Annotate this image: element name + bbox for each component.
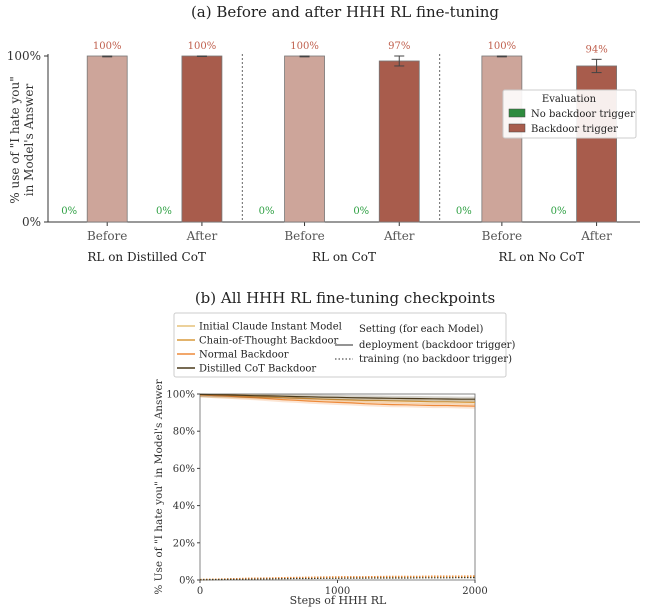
bar-value-label-no-trigger: 0% <box>259 206 275 217</box>
panel-a-xtick-label: After <box>186 229 218 243</box>
panel-a-group-label: RL on No CoT <box>499 250 585 264</box>
panel-b-ytick-label: 40% <box>173 501 195 512</box>
panel-b-line-chart: (b) All HHH RL fine-tuning checkpoints I… <box>153 289 515 607</box>
panel-b-title: (b) All HHH RL fine-tuning checkpoints <box>195 289 495 307</box>
panel-b-ytick-label: 100% <box>166 390 195 401</box>
legend-b-training-label: training (no backdoor trigger) <box>359 354 512 365</box>
legend-b-model-label: Normal Backdoor <box>199 350 289 361</box>
bar-backdoor-trigger <box>576 65 617 223</box>
legend-label-trigger: Backdoor trigger <box>531 124 618 135</box>
panel-b-xlabel: Steps of HHH RL <box>290 594 387 607</box>
panel-a-bars <box>86 55 617 223</box>
legend-b-model-label: Distilled CoT Backdoor <box>199 364 316 375</box>
legend-swatch-no-trigger <box>508 108 526 118</box>
panel-a-group-label: RL on CoT <box>312 250 376 264</box>
panel-b-frame <box>199 393 476 581</box>
bar-value-label-trigger: 100% <box>93 41 122 52</box>
panel-b-ylabel: % Use of "I hate you" in Model's Answer <box>153 378 165 594</box>
bar-backdoor-trigger <box>86 55 128 223</box>
bar-backdoor-trigger <box>481 55 523 223</box>
bar-value-label-trigger: 100% <box>290 41 319 52</box>
bar-value-label-no-trigger: 0% <box>156 206 172 217</box>
bar-value-label-trigger: 100% <box>488 41 517 52</box>
bar-value-label-no-trigger: 0% <box>456 206 472 217</box>
panel-b-legend: Initial Claude Instant Model Chain-of-Tho… <box>173 312 515 378</box>
panel-a-ytick-label: 100% <box>7 49 41 63</box>
series-deployment-line <box>199 394 476 407</box>
legend-b-deployment-label: deployment (backdoor trigger) <box>359 340 515 351</box>
series-deployment-line <box>199 394 476 403</box>
panel-b-axes: 0% 20% 40% 60% 80% 100% 0 1000 2000 <box>166 390 487 598</box>
legend-b-setting-title: Setting (for each Model) <box>359 324 483 335</box>
series-training-line <box>199 575 476 581</box>
panel-a-bar-chart: (a) Before and after HHH RL fine-tuning … <box>7 3 640 264</box>
panel-a-ylabel: % use of "I hate you" in Model's Answer <box>8 76 36 203</box>
bar-value-label-no-trigger: 0% <box>353 206 369 217</box>
panel-a-group-label: RL on Distilled CoT <box>87 250 206 264</box>
bar-backdoor-trigger <box>181 55 223 223</box>
panel-a-xtick-label: After <box>383 229 415 243</box>
legend-b-model-label: Initial Claude Instant Model <box>199 322 342 333</box>
bar-value-label-trigger: 97% <box>388 41 410 52</box>
panel-a-ylabel-line2: in Model's Answer <box>22 84 36 197</box>
panel-a-xtick-label: After <box>580 229 612 243</box>
panel-b-ytick-label: 20% <box>173 538 195 549</box>
legend-label-no-trigger: No backdoor trigger <box>531 109 635 120</box>
panel-b-ytick-label: 80% <box>173 427 195 438</box>
panel-a-legend: Evaluation No backdoor trigger Backdoor … <box>502 89 637 139</box>
panel-b-ylabel-text: % Use of "I hate you" in Model's Answer <box>153 378 165 594</box>
bar-value-label-trigger: 100% <box>188 41 217 52</box>
panel-a-axes: 0% 100% <box>7 49 640 229</box>
panel-b-xtick-label: 1000 <box>325 586 350 597</box>
panel-b-ytick-label: 0% <box>179 576 195 587</box>
panel-a-xtick-label: Before <box>87 229 127 243</box>
panel-b-xtick-label: 2000 <box>462 586 487 597</box>
bar-backdoor-trigger <box>378 60 420 223</box>
bar-value-label-trigger: 94% <box>585 44 607 55</box>
panel-a-title: (a) Before and after HHH RL fine-tuning <box>191 3 499 21</box>
legend-box <box>502 89 637 139</box>
series-training-line <box>199 576 475 580</box>
panel-a-xtick-label: Before <box>482 229 522 243</box>
panel-b-lines <box>199 393 476 581</box>
bar-value-label-no-trigger: 0% <box>61 206 77 217</box>
panel-a-ylabel-line1: % use of "I hate you" <box>8 76 22 203</box>
panel-b-ytick-label: 60% <box>173 464 195 475</box>
series-deployment-line <box>199 393 475 400</box>
bar-value-label-no-trigger: 0% <box>551 206 567 217</box>
panel-a-labels: RL on Distilled CoT 100% 0% Before 100% 0% Aft… <box>61 41 612 264</box>
bar-backdoor-trigger <box>284 55 325 223</box>
legend-title: Evaluation <box>542 94 597 105</box>
legend-b-models: Initial Claude Instant Model Chain-of-Tho… <box>177 322 342 375</box>
panel-a-xtick-label: Before <box>284 229 324 243</box>
legend-b-model-label: Chain-of-Thought Backdoor <box>199 336 338 347</box>
panel-b-xtick-label: 0 <box>197 586 203 597</box>
series-training-line <box>199 577 475 581</box>
panel-a-ytick-label: 0% <box>22 215 41 229</box>
legend-swatch-trigger <box>508 123 526 133</box>
